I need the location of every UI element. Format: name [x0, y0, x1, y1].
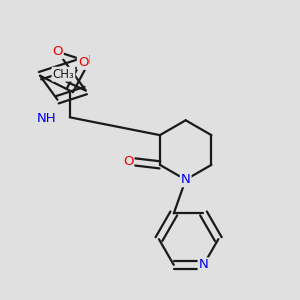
Text: NH: NH	[37, 112, 56, 125]
Text: CH₃: CH₃	[52, 68, 74, 81]
Text: O: O	[78, 56, 88, 69]
Text: O: O	[123, 155, 134, 168]
Text: O: O	[52, 45, 63, 58]
Text: N: N	[181, 173, 190, 186]
Text: N: N	[199, 258, 208, 272]
Text: N: N	[81, 54, 91, 67]
